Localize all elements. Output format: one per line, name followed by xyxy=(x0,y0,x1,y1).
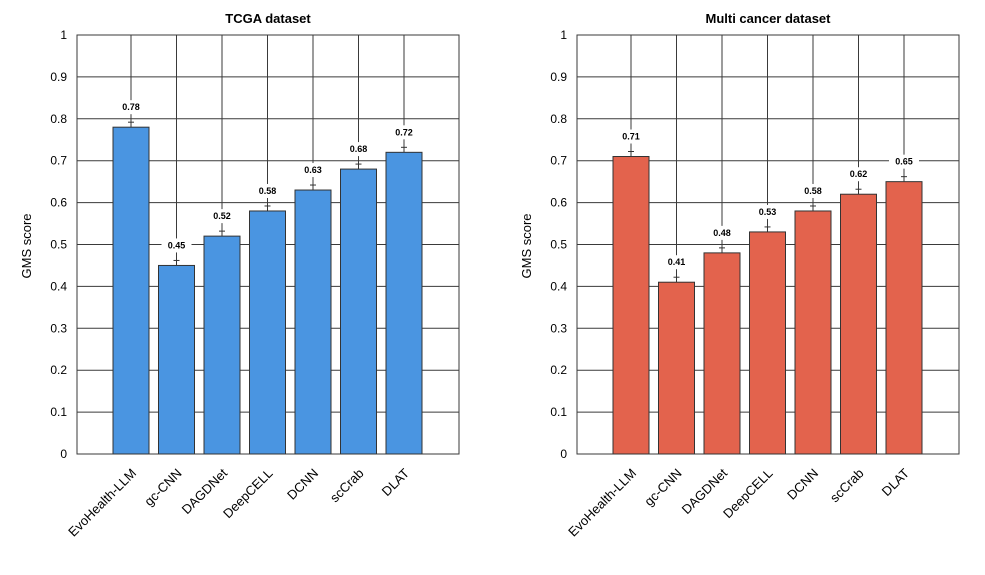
bar xyxy=(203,235,241,455)
data-label: 0.71 xyxy=(622,132,640,142)
y-tick-label: 0 xyxy=(560,447,567,461)
x-tick-label: DeepCELL xyxy=(220,466,276,522)
y-tick-label: 0.3 xyxy=(550,321,567,335)
y-tick-label: 1 xyxy=(560,28,567,42)
y-tick-label: 0.9 xyxy=(550,70,567,84)
data-label-background xyxy=(161,238,192,253)
bar xyxy=(794,210,832,455)
bar xyxy=(385,151,423,455)
data-label: 0.48 xyxy=(713,228,731,238)
bar xyxy=(749,231,786,455)
data-label-background xyxy=(798,183,828,198)
data-label-background xyxy=(889,154,919,169)
data-label-background xyxy=(389,125,419,140)
y-tick-label: 0.4 xyxy=(50,279,67,293)
y-tick-label: 0.1 xyxy=(550,405,567,419)
bar xyxy=(658,281,695,455)
data-label: 0.72 xyxy=(395,127,413,137)
chart-panel-multi-cancer: Multi cancer dataset GMS score 0 0.1 0.2 0.… xyxy=(519,11,960,540)
y-tick-label: 0.9 xyxy=(50,70,67,84)
data-label: 0.45 xyxy=(168,240,186,250)
x-tick-label: EvoHealth-LLM xyxy=(65,466,139,540)
data-label: 0.58 xyxy=(259,186,277,196)
bar xyxy=(340,168,377,455)
x-tick-label: gc-CNN xyxy=(141,466,184,509)
y-tick-label: 0.2 xyxy=(50,363,67,377)
data-label-background xyxy=(707,225,737,240)
data-label: 0.58 xyxy=(804,186,822,196)
data-label-background xyxy=(343,142,374,157)
chart-title: TCGA dataset xyxy=(225,11,311,26)
bar xyxy=(612,156,650,455)
y-tick-label: 0 xyxy=(60,447,67,461)
y-tick-label: 0.7 xyxy=(550,154,567,168)
data-label: 0.65 xyxy=(895,157,913,167)
x-tick-label: DCNN xyxy=(784,466,821,503)
y-tick-label: 0.2 xyxy=(550,363,567,377)
bar xyxy=(885,181,923,455)
bar xyxy=(158,264,195,455)
data-label-background xyxy=(116,100,146,115)
chart-panel-tcga: TCGA dataset GMS score 0 0.1 0.2 0.3 0.4 0.5 0… xyxy=(19,11,460,540)
y-axis-label: GMS score xyxy=(19,213,34,278)
y-tick-label: 0.6 xyxy=(50,196,67,210)
x-tick-label: DeepCELL xyxy=(720,466,776,522)
x-tick-label: DLAT xyxy=(879,465,912,498)
x-tick-label: DLAT xyxy=(379,465,412,498)
y-tick-label: 0.8 xyxy=(50,112,67,126)
bar xyxy=(294,189,332,455)
bar xyxy=(840,193,877,455)
data-label-background xyxy=(616,129,646,144)
data-label: 0.62 xyxy=(850,169,868,179)
y-tick-label: 1 xyxy=(60,28,67,42)
x-tick-label: EvoHealth-LLM xyxy=(565,466,639,540)
data-label-background xyxy=(207,209,237,224)
data-label: 0.53 xyxy=(759,207,777,217)
y-tick-label: 0.1 xyxy=(50,405,67,419)
y-tick-label: 0.8 xyxy=(550,112,567,126)
x-tick-label: scCrab xyxy=(827,466,867,506)
x-tick-label: scCrab xyxy=(327,466,367,506)
bar xyxy=(703,252,741,455)
data-label-background xyxy=(843,167,874,182)
chart-title: Multi cancer dataset xyxy=(706,11,832,26)
data-label: 0.78 xyxy=(122,102,140,112)
y-tick-label: 0.3 xyxy=(50,321,67,335)
data-label-background xyxy=(252,183,283,198)
bar xyxy=(112,126,150,455)
data-label: 0.68 xyxy=(350,144,368,154)
y-tick-label: 0.5 xyxy=(50,238,67,252)
x-tick-label: gc-CNN xyxy=(641,466,684,509)
data-label-background xyxy=(298,163,328,178)
y-tick-label: 0.5 xyxy=(550,238,567,252)
x-tick-label: DCNN xyxy=(284,466,321,503)
y-tick-label: 0.7 xyxy=(50,154,67,168)
data-label: 0.41 xyxy=(668,257,686,267)
bar xyxy=(249,210,286,455)
y-tick-label: 0.4 xyxy=(550,279,567,293)
y-tick-label: 0.6 xyxy=(550,196,567,210)
y-axis-label: GMS score xyxy=(519,213,534,278)
data-label: 0.52 xyxy=(213,211,231,221)
data-label: 0.63 xyxy=(304,165,322,175)
data-label-background xyxy=(661,255,692,270)
data-label-background xyxy=(752,204,783,219)
